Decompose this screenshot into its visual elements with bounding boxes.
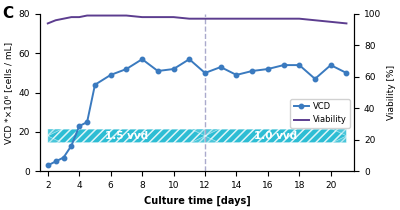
Viability xyxy=(313,19,318,21)
VCD xyxy=(234,74,239,76)
VCD xyxy=(108,74,113,76)
VCD xyxy=(53,160,58,163)
X-axis label: Culture time [days]: Culture time [days] xyxy=(144,196,250,206)
Viability xyxy=(234,17,239,20)
Viability xyxy=(281,17,286,20)
Viability xyxy=(328,21,333,23)
VCD xyxy=(171,68,176,70)
Viability xyxy=(171,16,176,18)
VCD xyxy=(328,64,333,66)
Viability xyxy=(156,16,160,18)
VCD xyxy=(140,58,144,60)
VCD xyxy=(85,121,90,123)
Viability xyxy=(250,17,254,20)
VCD xyxy=(69,144,74,147)
VCD xyxy=(202,72,207,74)
VCD xyxy=(77,125,82,127)
FancyArrow shape xyxy=(48,129,205,143)
Legend: VCD, Viability: VCD, Viability xyxy=(290,99,350,128)
VCD xyxy=(281,64,286,66)
Text: 1.0 vvd: 1.0 vvd xyxy=(254,131,297,141)
VCD xyxy=(218,66,223,68)
Viability xyxy=(297,17,302,20)
VCD xyxy=(250,70,254,72)
Viability xyxy=(92,14,97,17)
Viability xyxy=(266,17,270,20)
Viability xyxy=(77,16,82,18)
VCD xyxy=(46,164,50,167)
Text: C: C xyxy=(2,6,13,21)
Line: VCD: VCD xyxy=(46,57,349,168)
FancyArrow shape xyxy=(205,129,346,143)
FancyArrow shape xyxy=(205,129,346,143)
VCD xyxy=(266,68,270,70)
Viability xyxy=(202,17,207,20)
Viability xyxy=(140,16,144,18)
Viability xyxy=(85,14,90,17)
Text: 1.5 vvd: 1.5 vvd xyxy=(105,131,148,141)
VCD xyxy=(313,78,318,80)
VCD xyxy=(297,64,302,66)
Viability xyxy=(46,22,50,25)
Y-axis label: Viability [%]: Viability [%] xyxy=(387,65,396,120)
Viability xyxy=(124,14,129,17)
Line: Viability: Viability xyxy=(48,16,346,23)
Y-axis label: VCD *×10⁶ [cells / mL]: VCD *×10⁶ [cells / mL] xyxy=(4,42,13,144)
VCD xyxy=(156,70,160,72)
Viability xyxy=(108,14,113,17)
FancyArrow shape xyxy=(48,129,205,143)
Viability xyxy=(61,17,66,20)
VCD xyxy=(61,156,66,159)
VCD xyxy=(92,84,97,86)
Viability xyxy=(344,22,349,25)
Viability xyxy=(218,17,223,20)
Viability xyxy=(69,16,74,18)
Viability xyxy=(53,19,58,21)
VCD xyxy=(187,58,192,60)
VCD xyxy=(344,72,349,74)
VCD xyxy=(124,68,129,70)
Viability xyxy=(187,17,192,20)
